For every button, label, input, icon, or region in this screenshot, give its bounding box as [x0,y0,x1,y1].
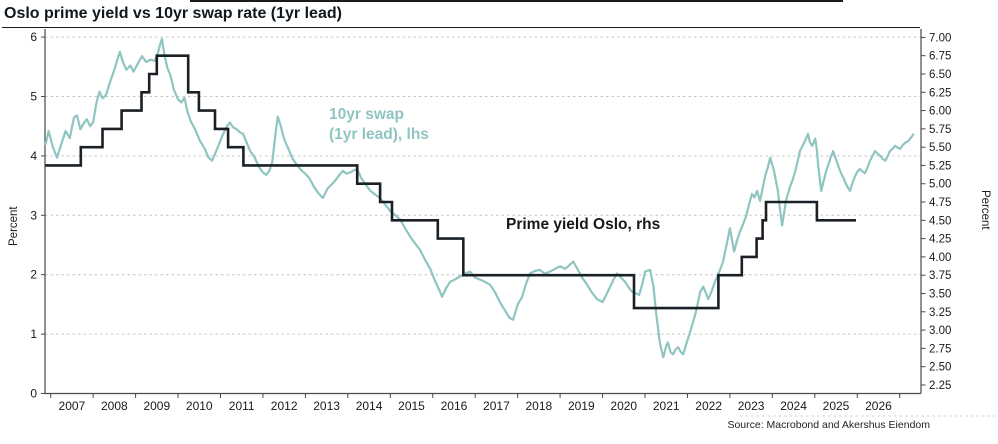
right-axis-tick-label: 6.75 [929,51,951,63]
right-axis-tick-label: 3.75 [929,270,951,282]
x-axis-year-label: 2008 [101,399,128,413]
swap-rate-line [44,37,915,359]
right-axis-title: Percent [979,190,991,230]
x-axis-year-label: 2017 [483,399,510,413]
right-axis-tick-label: 3.00 [929,325,951,337]
x-axis-year-label: 2019 [568,399,595,413]
x-axis-year-label: 2020 [610,399,637,413]
prime-yield-step-line [45,54,856,310]
x-axis-year-label: 2016 [441,399,468,413]
source-attribution: Source: Macrobond and Akershus Eiendom [727,419,930,431]
x-axis-year-label: 2007 [59,399,86,413]
left-axis-tick-label: 0 [30,387,37,401]
right-axis-tick-label: 2.75 [929,343,951,355]
right-axis-tick-label: 6.25 [929,87,951,99]
left-axis-tick-label: 2 [30,268,37,282]
left-axis-tick-label: 4 [30,149,37,163]
right-axis-tick-label: 5.75 [929,124,951,136]
title-underline [2,27,920,28]
x-axis-year-label: 2015 [398,399,425,413]
right-axis-tick-label: 3.50 [929,288,951,300]
x-axis-year-label: 2011 [229,399,255,413]
right-axis-tick-label: 4.00 [929,252,951,264]
right-axis-tick-label: 4.75 [929,197,951,209]
right-axis-tick-label: 3.25 [929,307,951,319]
x-axis-year-label: 2023 [738,399,765,413]
top-border-line [190,0,843,2]
right-axis-tick-label: 6.00 [929,106,951,118]
series-label-prime-yield: Prime yield Oslo, rhs [506,216,661,233]
left-axis-tick-label: 6 [30,30,37,44]
series-label-swap: 10yr swap (1yr lead), lhs [329,106,429,143]
right-axis-tick-label: 7.00 [929,32,951,44]
x-axis-year-label: 2022 [695,399,722,413]
x-axis-year-label: 2013 [313,399,340,413]
x-axis-year-label: 2025 [823,399,850,413]
right-axis-tick-label: 5.00 [929,179,951,191]
right-axis-tick-label: 6.50 [929,69,951,81]
right-axis-tick-label: 2.25 [929,380,951,392]
right-axis-tick-label: 2.50 [929,362,951,374]
x-axis-year-label: 2018 [525,399,552,413]
left-axis-tick-label: 3 [30,208,37,222]
left-axis-tick-label: 5 [30,90,37,104]
chart-title: Oslo prime yield vs 10yr swap rate (1yr … [4,5,342,22]
right-axis-tick-label: 5.50 [929,142,951,154]
x-axis-year-label: 2010 [186,399,213,413]
right-axis-tick-label: 4.25 [929,234,951,246]
left-axis-tick-label: 1 [30,327,37,341]
left-axis-title: Percent [8,206,20,246]
x-axis-year-label: 2009 [143,399,170,413]
x-axis-year-label: 2021 [653,399,680,413]
x-axis-year-label: 2014 [356,399,383,413]
x-axis-year-label: 2024 [780,399,807,413]
right-axis-tick-label: 4.50 [929,215,951,227]
x-axis-year-label: 2026 [865,399,892,413]
right-axis-tick-label: 5.25 [929,160,951,172]
x-axis-year-label: 2012 [271,399,298,413]
